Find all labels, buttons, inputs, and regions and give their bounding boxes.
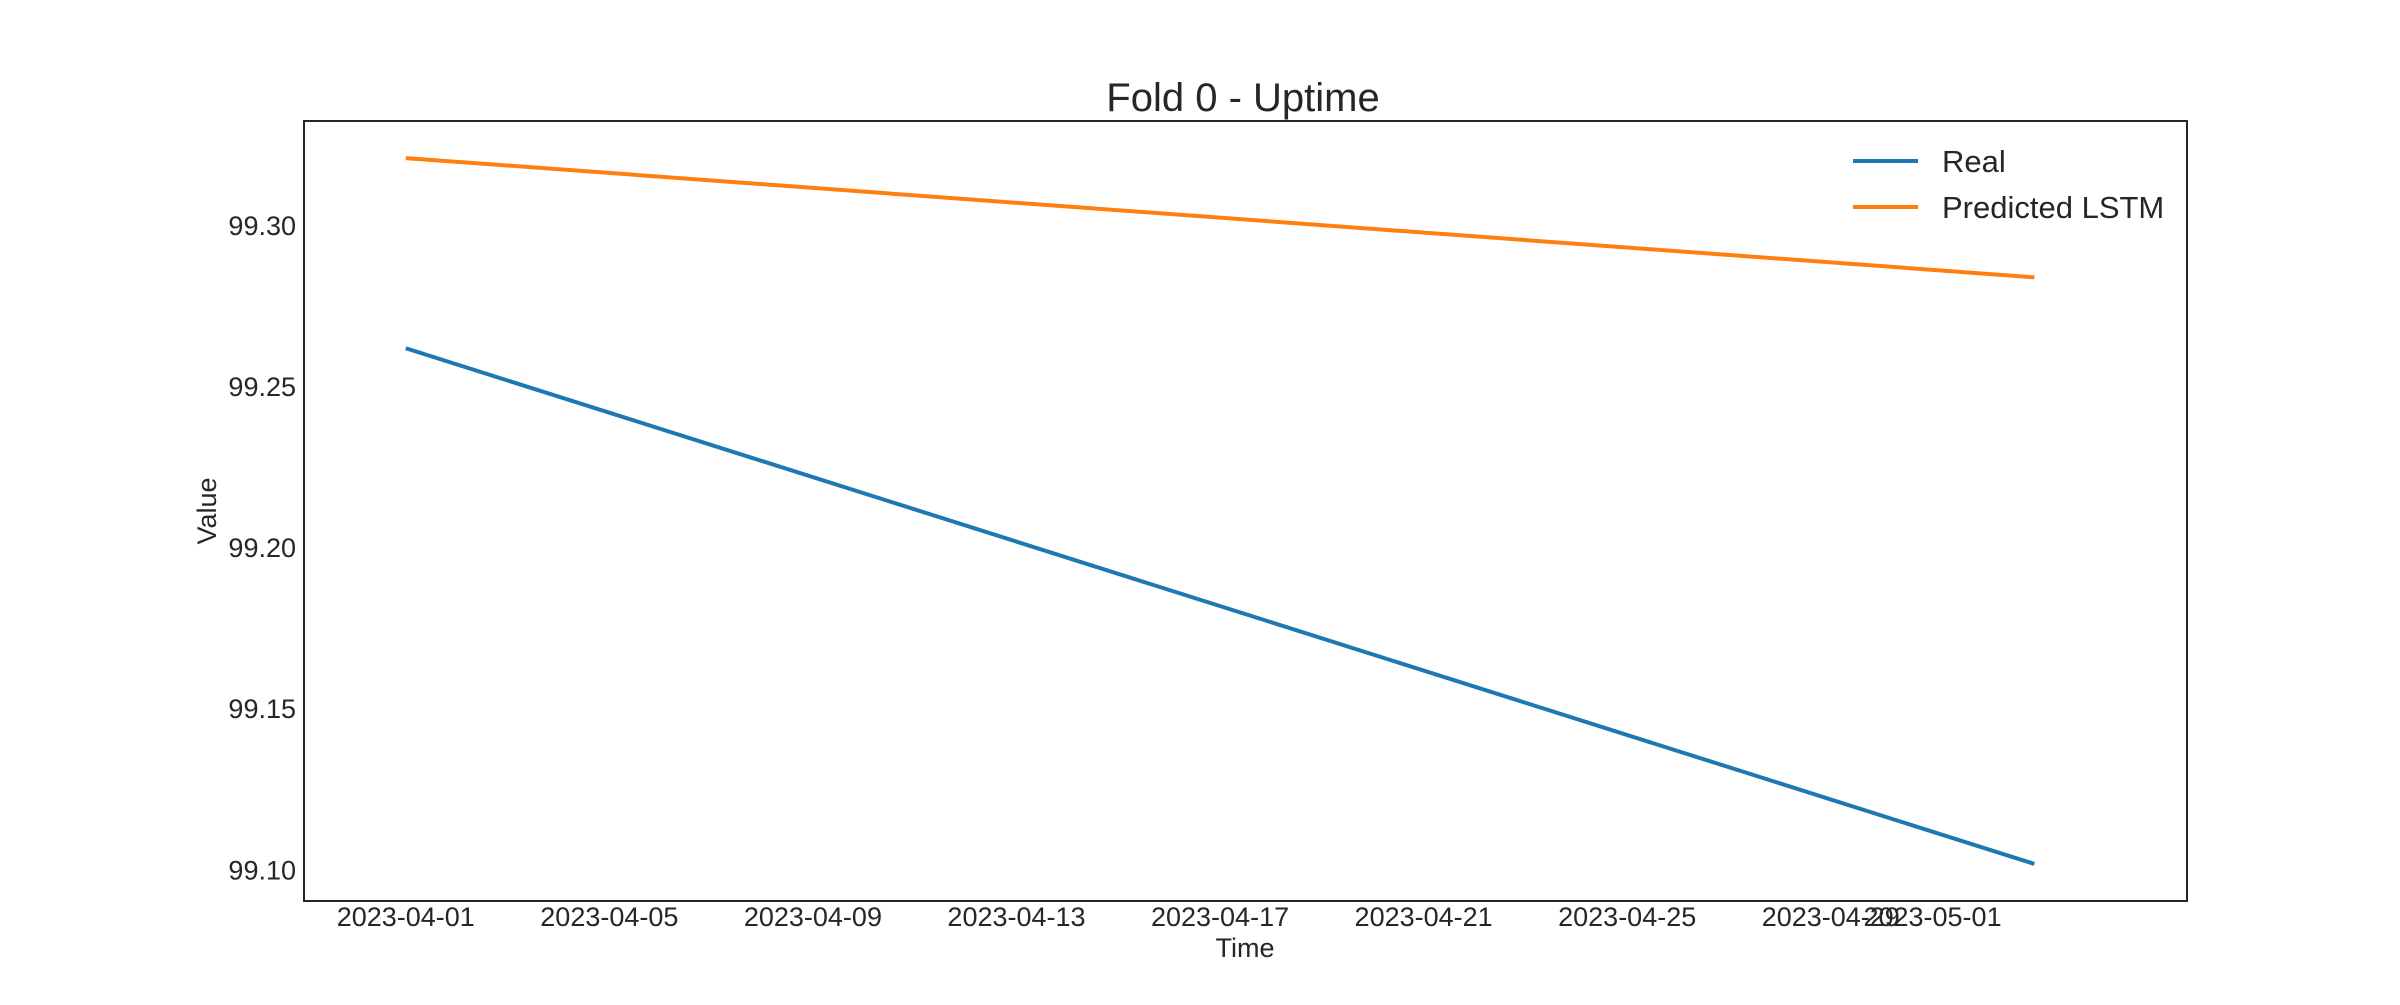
legend-label: Predicted LSTM — [1942, 190, 2164, 225]
y-axis-label: Value — [192, 477, 222, 544]
x-tick-labels: 2023-04-01 2023-04-05 2023-04-09 2023-04-13… — [337, 902, 2002, 932]
x-tick-label: 2023-04-17 — [1151, 902, 1289, 932]
y-tick-label: 99.10 — [228, 855, 296, 885]
y-tick-label: 99.25 — [228, 372, 296, 402]
series-line-real — [405, 346, 2035, 866]
legend-label: Real — [1942, 144, 2006, 179]
x-tick-label: 2023-04-29 — [1762, 902, 1900, 932]
y-tick-labels: 99.10 99.15 99.20 99.25 99.30 — [228, 211, 296, 886]
chart-title: Fold 0 - Uptime — [1106, 76, 1379, 120]
x-tick-label: 2023-05-01 — [1863, 902, 2001, 932]
x-tick-label: 2023-04-05 — [540, 902, 678, 932]
x-axis-label: Time — [1216, 933, 1275, 963]
x-tick-label: 2023-04-25 — [1558, 902, 1696, 932]
legend: Real Predicted LSTM — [1853, 144, 2164, 225]
x-tick-label: 2023-04-09 — [744, 902, 882, 932]
series-line-predicted-lstm — [405, 156, 2035, 280]
plot-frame — [303, 120, 2188, 902]
y-tick-label: 99.30 — [228, 211, 296, 241]
x-tick-label: 2023-04-01 — [337, 902, 475, 932]
y-tick-label: 99.15 — [228, 694, 296, 724]
series-layer — [405, 156, 2035, 866]
y-tick-label: 99.20 — [228, 533, 296, 563]
x-tick-label: 2023-04-21 — [1355, 902, 1493, 932]
x-tick-label: 2023-04-13 — [947, 902, 1085, 932]
